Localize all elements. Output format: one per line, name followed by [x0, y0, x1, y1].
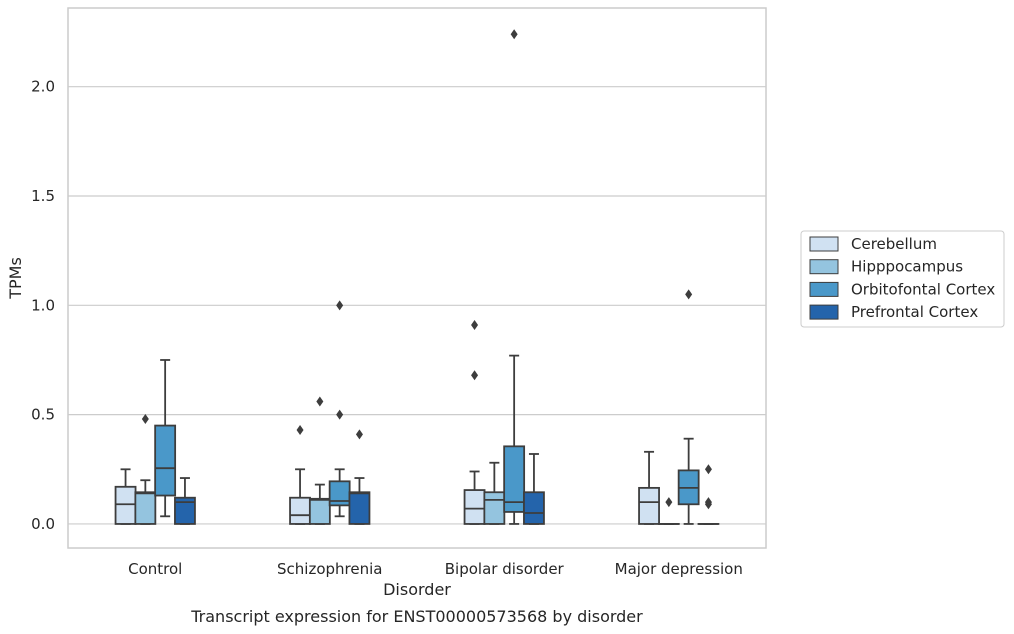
box-group: [174, 477, 196, 525]
legend-label: Hipppocampus: [851, 258, 963, 276]
legend-swatch: [809, 304, 839, 320]
legend-frame: [800, 230, 1005, 328]
box: [483, 491, 506, 525]
box: [348, 491, 371, 525]
box-group: [328, 300, 351, 518]
box-group: [523, 453, 545, 525]
legend-label: Orbitofontal Cortex: [851, 280, 995, 298]
box: [503, 445, 526, 513]
y-tick-label: 0.0: [31, 515, 55, 533]
outlier-point: [471, 370, 479, 381]
box-group: [677, 289, 700, 525]
x-tick-labels: Control Schizophrenia Bipolar disorder Majo…: [128, 560, 743, 578]
y-tick-label: 1.0: [31, 296, 55, 314]
outlier-point: [704, 497, 712, 508]
box: [638, 486, 660, 525]
box: [308, 497, 331, 525]
legend-swatch: [809, 236, 839, 252]
y-tick-label: 2.0: [31, 78, 55, 96]
x-tick-label: Bipolar disorder: [445, 560, 565, 578]
box: [463, 489, 486, 525]
legend-swatch: [809, 259, 839, 275]
box: [289, 496, 311, 525]
box: [154, 424, 177, 497]
box: [174, 496, 196, 525]
outlier-point: [685, 289, 693, 300]
box-group: [638, 450, 660, 525]
box-group: [697, 464, 720, 525]
legend-swatch: [809, 281, 839, 297]
chart-caption: Transcript expression for ENST0000057356…: [190, 607, 643, 626]
x-tick-label: Major depression: [615, 560, 743, 578]
outlier-point: [471, 320, 479, 331]
box-group: [503, 29, 526, 525]
x-tick-label: Schizophrenia: [277, 560, 382, 578]
legend: Cerebellum Hipppocampus Orbitofontal Corte…: [800, 230, 1005, 328]
x-axis-label: Disorder: [383, 580, 451, 599]
box: [134, 491, 157, 525]
outlier-point: [704, 464, 712, 475]
box-group: [114, 468, 137, 525]
y-tick-labels: 0.0 0.5 1.0 1.5 2.0: [31, 78, 55, 533]
box-group: [154, 359, 177, 518]
box: [523, 491, 545, 525]
x-tick-label: Control: [128, 560, 182, 578]
box-group: [308, 396, 331, 525]
outlier-point: [141, 414, 149, 425]
outlier-point: [316, 396, 324, 407]
outlier-point: [665, 497, 673, 508]
y-tick-label: 1.5: [31, 187, 55, 205]
outlier-point: [355, 429, 363, 440]
box-group: [134, 414, 157, 525]
outlier-point: [296, 424, 304, 435]
legend-label: Cerebellum: [851, 235, 937, 253]
legend-label: Prefrontal Cortex: [851, 303, 978, 321]
y-tick-label: 0.5: [31, 406, 55, 424]
y-axis-label: TPMs: [6, 257, 25, 300]
box-group: [657, 497, 680, 525]
box: [114, 485, 137, 525]
outlier-point: [510, 29, 518, 40]
outlier-point: [336, 300, 344, 311]
box-series: [114, 29, 720, 525]
box-group: [348, 429, 371, 525]
outlier-point: [336, 409, 344, 420]
